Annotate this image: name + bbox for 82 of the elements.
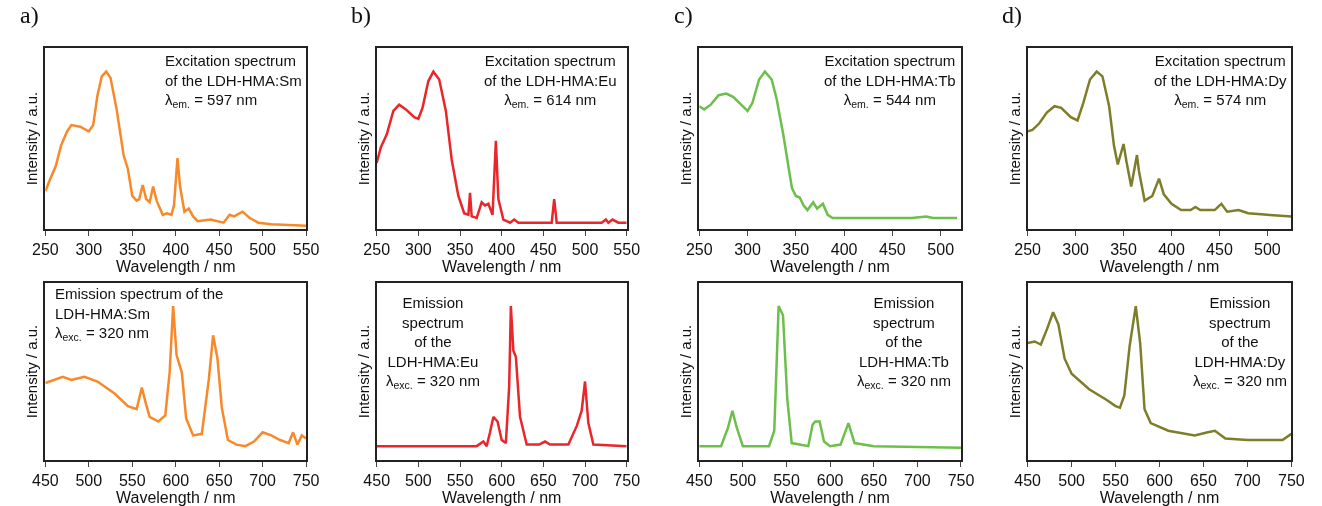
y-axis-title: Intensity / a.u. [23, 91, 41, 186]
x-axis-title: Wavelength / nm [441, 488, 562, 506]
x-tick-label: 550 [1102, 471, 1129, 489]
x-tick-label: 450 [685, 471, 713, 489]
y-axis-title: Intensity / a.u. [23, 324, 41, 419]
x-tick-label: 750 [947, 471, 975, 489]
x-tick-label: 500 [729, 471, 757, 489]
chart-title: d) [1002, 2, 1022, 28]
x-tick-label: 350 [118, 240, 146, 258]
chart-title: c) [674, 2, 693, 28]
x-tick-label: 650 [1190, 471, 1217, 489]
annotation: Emission spectrum of the LDH-HMA:Sm λ$_{exc.}$ = 320 nm [55, 285, 224, 344]
x-tick-label: 300 [1062, 240, 1090, 258]
x-axis-title: Wavelength / nm [1099, 257, 1220, 275]
x-tick-label: 500 [1058, 471, 1086, 489]
x-axis-title: Wavelength / nm [1099, 488, 1220, 506]
x-tick-label: 750 [613, 471, 641, 489]
x-tick-label: 750 [1278, 471, 1305, 489]
x-tick-label: 650 [205, 471, 233, 489]
x-axis-title: Wavelength / nm [770, 488, 890, 506]
x-tick-label: 500 [1254, 240, 1281, 258]
x-tick-label: 450 [530, 240, 557, 258]
y-axis-title: Intensity / a.u. [677, 91, 695, 186]
annotation: Emission spectrum of the LDH-HMA:Eu λ$_{exc.}$ = 320 nm [386, 294, 480, 392]
x-tick-label: 700 [249, 471, 277, 489]
x-tick-label: 450 [879, 240, 906, 258]
x-tick-label: 250 [685, 240, 713, 258]
x-tick-label: 550 [446, 471, 474, 489]
x-tick-label: 400 [830, 240, 858, 258]
x-tick-label: 500 [405, 471, 432, 489]
x-tick-label: 550 [613, 240, 641, 258]
x-tick-label: 250 [1014, 240, 1042, 258]
x-tick-label: 500 [927, 240, 955, 258]
x-tick-label: 650 [530, 471, 557, 489]
x-tick-label: 400 [488, 240, 516, 258]
x-axis-title: Wavelength / nm [116, 488, 236, 506]
x-tick-label: 600 [162, 471, 190, 489]
x-tick-label: 350 [1110, 240, 1137, 258]
x-tick-label: 450 [205, 240, 233, 258]
x-tick-label: 550 [773, 471, 800, 489]
annotation: Excitation spectrum of the LDH-HMA:Tb λ$_{em.}$ = 544 nm [824, 52, 956, 111]
x-tick-label: 650 [860, 471, 888, 489]
x-tick-label: 300 [734, 240, 761, 258]
chart-title: b) [351, 2, 371, 28]
annotation: Emission spectrum of the LDH-HMA:Dy λ$_{exc.}$ = 320 nm [1193, 294, 1287, 392]
x-tick-label: 700 [1234, 471, 1261, 489]
y-axis-title: Intensity / a.u. [677, 324, 695, 419]
x-tick-label: 450 [363, 471, 391, 489]
x-tick-label: 250 [32, 240, 59, 258]
x-tick-label: 600 [488, 471, 516, 489]
y-axis-title: Intensity / a.u. [354, 91, 372, 186]
x-tick-label: 450 [32, 471, 59, 489]
x-tick-label: 450 [1206, 240, 1233, 258]
x-tick-label: 400 [162, 240, 190, 258]
x-tick-label: 750 [292, 471, 320, 489]
x-tick-label: 550 [118, 471, 146, 489]
annotation: Excitation spectrum of the LDH-HMA:Eu λ$_{em.}$ = 614 nm [484, 52, 617, 111]
x-tick-label: 600 [1146, 471, 1173, 489]
x-tick-label: 300 [75, 240, 103, 258]
x-tick-label: 500 [571, 240, 599, 258]
x-axis-title: Wavelength / nm [441, 257, 562, 275]
x-tick-label: 300 [405, 240, 432, 258]
y-axis-title: Intensity / a.u. [354, 324, 372, 419]
x-tick-label: 450 [1014, 471, 1042, 489]
annotation: Emission spectrum of the LDH-HMA:Tb λ$_{exc.}$ = 320 nm [857, 294, 951, 392]
annotation: Excitation spectrum of the LDH-HMA:Sm λ$_{em.}$ = 597 nm [165, 52, 302, 111]
chart-title: a) [20, 2, 39, 28]
x-tick-label: 600 [816, 471, 844, 489]
y-axis-title: Intensity / a.u. [1005, 91, 1023, 186]
x-axis-title: Wavelength / nm [116, 257, 236, 275]
x-tick-label: 350 [782, 240, 810, 258]
x-tick-label: 350 [446, 240, 474, 258]
x-axis-title: Wavelength / nm [770, 257, 890, 275]
x-tick-label: 400 [1158, 240, 1185, 258]
x-tick-label: 700 [571, 471, 599, 489]
annotation: Excitation spectrum of the LDH-HMA:Dy λ$_{em.}$ = 574 nm [1154, 52, 1288, 111]
x-tick-label: 700 [904, 471, 931, 489]
x-tick-label: 500 [249, 240, 277, 258]
x-tick-label: 250 [363, 240, 391, 258]
y-axis-title: Intensity / a.u. [1005, 324, 1023, 419]
x-tick-label: 550 [292, 240, 320, 258]
x-tick-label: 500 [75, 471, 103, 489]
